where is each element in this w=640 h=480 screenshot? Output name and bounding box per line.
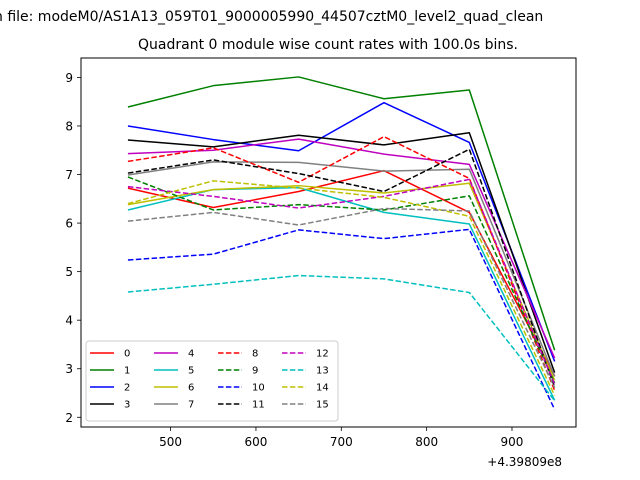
series-line-5: [127, 186, 556, 401]
y-tick-label: 7: [65, 168, 73, 182]
series-line-2: [127, 101, 556, 362]
y-axis: 2 3 4 5 6 7 8 9: [65, 71, 81, 425]
series-line-15: [127, 207, 556, 388]
legend-label: 14: [316, 383, 329, 394]
x-tick-label: 500: [159, 435, 182, 449]
x-tick-label: 800: [415, 435, 438, 449]
series-line-10: [127, 228, 556, 410]
legend-box: [85, 340, 339, 422]
y-tick-label: 6: [65, 217, 73, 231]
x-tick-label: 600: [245, 435, 268, 449]
x-axis: 500 600 700 800 900: [159, 427, 523, 449]
legend-label: 5: [188, 366, 194, 377]
series-line-13: [127, 274, 556, 402]
y-tick-label: 5: [65, 265, 73, 279]
series-line-6: [127, 182, 556, 381]
x-tick-label: 700: [330, 435, 353, 449]
plot-lines: [127, 76, 556, 410]
figure-suptitle: n file: modeM0/AS1A13_059T01_9000005990_…: [0, 9, 543, 25]
x-tick-label: 900: [501, 435, 524, 449]
legend-label: 2: [124, 383, 130, 394]
y-tick-label: 3: [65, 362, 73, 376]
legend-label: 6: [188, 383, 194, 394]
series-line-3: [127, 132, 556, 373]
legend-label: 12: [316, 349, 329, 360]
legend-label: 7: [188, 400, 194, 411]
y-tick-label: 9: [65, 71, 73, 85]
chart-title: Quadrant 0 module wise count rates with …: [138, 37, 518, 53]
x-offset-label: +4.39809e8: [487, 455, 562, 469]
legend-label: 9: [252, 366, 258, 377]
series-line-1: [127, 76, 556, 351]
y-tick-label: 8: [65, 119, 73, 133]
legend-label: 15: [316, 400, 329, 411]
legend-label: 4: [188, 349, 194, 360]
series-line-11: [127, 148, 556, 388]
plot-frame: [80, 57, 577, 428]
legend-label: 1: [124, 366, 130, 377]
legend-label: 3: [124, 400, 130, 411]
legend-label: 10: [252, 383, 265, 394]
series-line-12: [127, 178, 556, 385]
series-line-9: [127, 176, 556, 384]
y-tick-label: 2: [65, 411, 73, 425]
legend-label: 0: [124, 349, 130, 360]
series-line-7: [127, 161, 556, 377]
y-tick-label: 4: [65, 314, 73, 328]
legend-label: 8: [252, 349, 258, 360]
legend-label: 13: [316, 366, 329, 377]
legend-label: 11: [252, 400, 265, 411]
series-line-14: [127, 180, 556, 396]
series-line-4: [127, 138, 556, 359]
